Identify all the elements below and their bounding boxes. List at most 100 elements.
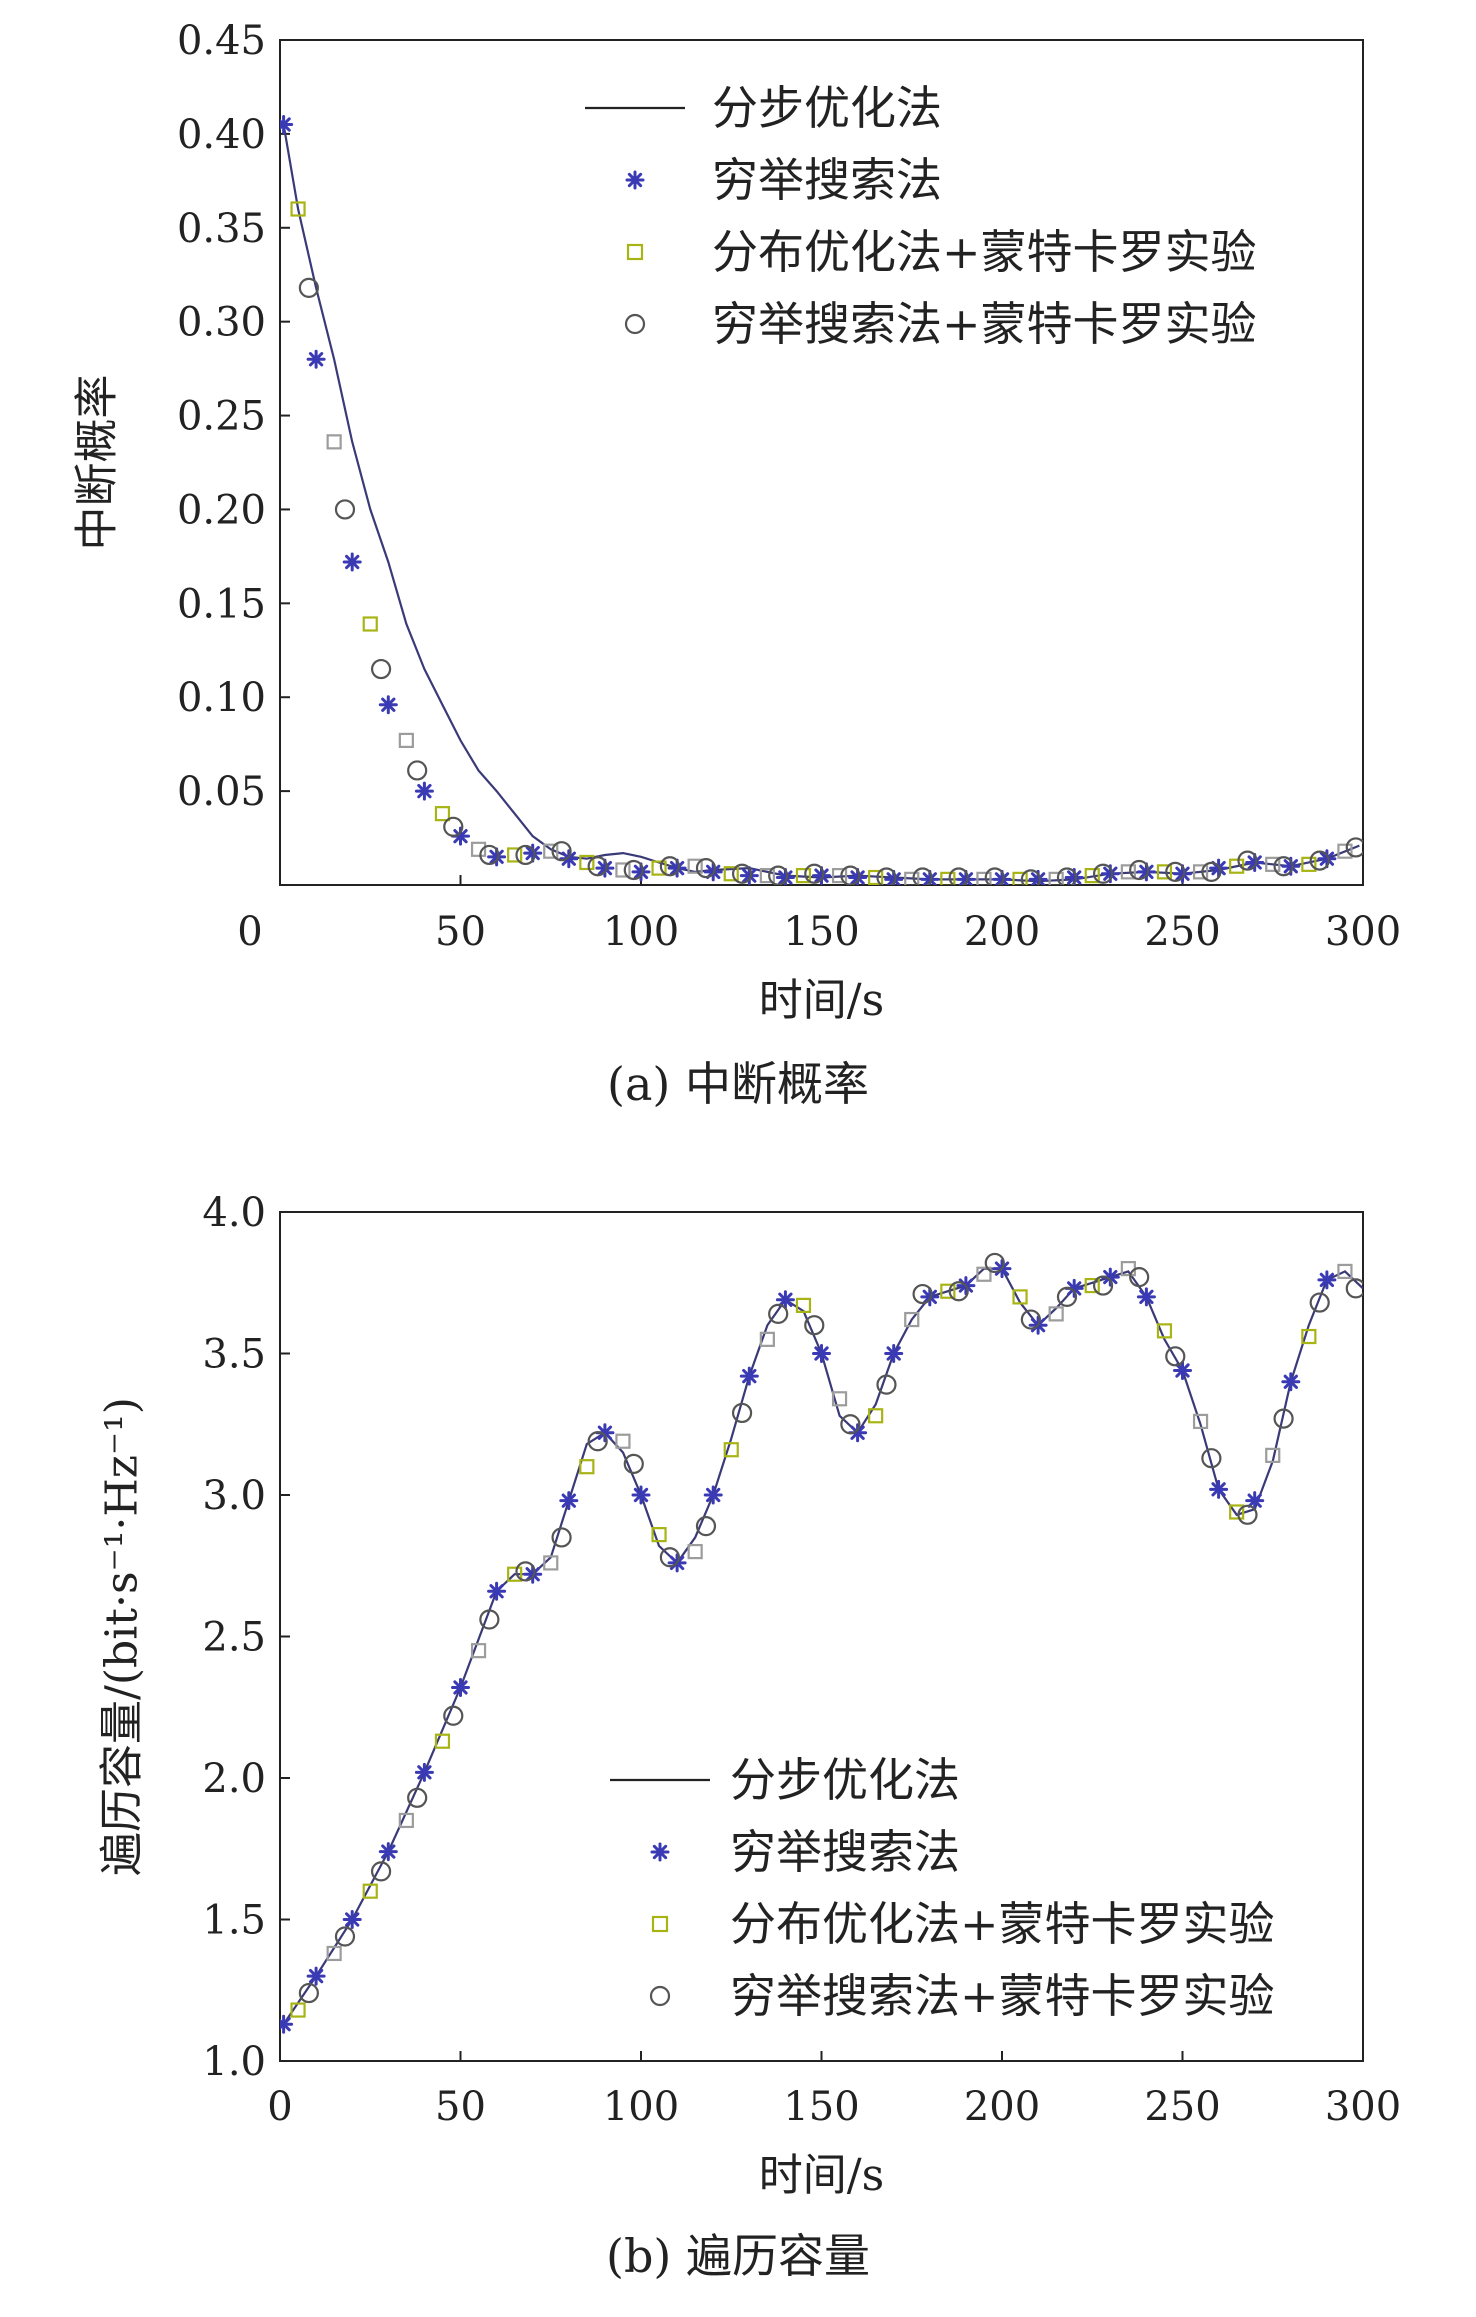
square-point: [651, 860, 667, 876]
square-point: [290, 201, 306, 217]
x-tick-label: 150: [783, 909, 859, 955]
circle-point: [804, 863, 825, 884]
circle-point: [1309, 1292, 1330, 1313]
circle-point: [551, 841, 572, 862]
star-point: [487, 1581, 507, 1601]
square-point: [1301, 856, 1317, 872]
circle-point: [298, 277, 319, 298]
square-point: [1337, 1263, 1353, 1280]
data-layer: [280, 115, 1363, 885]
star-point: [920, 1287, 940, 1307]
star-point: [812, 1344, 831, 1363]
star-point: [1317, 1270, 1337, 1290]
x-tick-label: 200: [964, 2084, 1040, 2130]
legend-item: 穷举搜索法+蒙特卡罗实验: [649, 1969, 1275, 2023]
star-point: [342, 552, 362, 572]
chart-b: 0 50 100 150 200 250 300 1.0 1.5 2.0 2.5 3.0 3.5 4.0 时…: [97, 1190, 1402, 2283]
circle-point: [1201, 861, 1222, 882]
y-tick-label: 0.10: [177, 675, 266, 721]
star-point: [703, 1485, 723, 1505]
y-tick-label: 2.0: [202, 1756, 266, 1802]
square-point: [1048, 871, 1064, 885]
star-point: [280, 2014, 294, 2034]
star-point: [414, 1762, 434, 1782]
circle-point: [768, 1303, 789, 1324]
star-point: [414, 781, 434, 801]
x-tick-label: 50: [435, 909, 486, 955]
circle-point: [695, 857, 717, 879]
star-point: [1136, 862, 1156, 882]
x-tick-label: 150: [783, 2084, 859, 2130]
square-point: [1156, 864, 1173, 880]
square-point: [795, 868, 812, 884]
square-point: [795, 1297, 812, 1313]
circle-point: [984, 867, 1005, 885]
circle-point: [984, 1252, 1005, 1274]
circle-point: [370, 1861, 392, 1882]
chart-caption: (a) 中断概率: [607, 1057, 869, 1111]
circle-point: [731, 863, 753, 884]
circle-point: [443, 816, 464, 837]
square-icon: [626, 243, 644, 261]
data-layer: [280, 1252, 1363, 2034]
star-point: [378, 695, 398, 715]
square-point: [1156, 1323, 1173, 1339]
x-tick-label: 200: [964, 909, 1040, 955]
star-point: [884, 1344, 904, 1363]
circle-point: [1020, 1309, 1041, 1330]
y-axis-label: 中断概率: [72, 375, 123, 551]
x-tick-label: 300: [1325, 909, 1401, 955]
legend-item: 穷举搜索法+蒙特卡罗实验: [624, 297, 1257, 351]
circle-point: [1345, 837, 1363, 858]
square-point: [976, 871, 992, 885]
square-point: [579, 1459, 595, 1475]
circle-point: [1056, 867, 1078, 885]
circle-point: [515, 844, 536, 866]
star-point: [1209, 1479, 1229, 1499]
legend-label: 穷举搜索法: [730, 1825, 960, 1879]
x-tick-label: 0: [267, 2084, 292, 2130]
star-point: [739, 1366, 759, 1386]
square-point: [470, 1643, 487, 1659]
square-point: [1337, 843, 1353, 859]
legend-label: 分步优化法: [730, 1753, 960, 1807]
square-point: [1192, 864, 1209, 880]
x-tick-label: 250: [1144, 909, 1220, 955]
legend-item: 分布优化法+蒙特卡罗实验: [651, 1897, 1275, 1951]
x-tick-label: 50: [435, 2084, 486, 2130]
circle-point: [948, 867, 969, 885]
square-point: [579, 854, 595, 871]
star-point: [559, 849, 579, 869]
legend-label: 穷举搜索法+蒙特卡罗实验: [730, 1969, 1275, 2023]
square-point: [543, 1555, 559, 1571]
square-point: [290, 2002, 306, 2018]
square-point: [723, 1442, 739, 1458]
circle-point: [370, 658, 392, 680]
circle-point: [1129, 1266, 1150, 1288]
square-point: [759, 1331, 775, 1347]
legend-label: 分步优化法: [712, 81, 942, 135]
legend-item: 分步优化法: [610, 1753, 960, 1807]
square-point: [543, 843, 559, 859]
circle-point: [479, 844, 500, 866]
legend-label: 分布优化法+蒙特卡罗实验: [730, 1897, 1275, 1951]
square-point: [615, 1433, 631, 1449]
y-tick-label: 1.5: [202, 1898, 266, 1944]
circle-point: [623, 859, 644, 881]
star-point: [1245, 1491, 1265, 1511]
circle-point: [948, 1281, 969, 1302]
square-point: [904, 871, 920, 885]
square-point: [651, 1527, 667, 1543]
star-point: [306, 1966, 326, 1986]
square-point: [326, 1945, 342, 1962]
square-point: [868, 869, 884, 885]
y-tick-label: 3.5: [202, 1332, 266, 1378]
square-point: [398, 732, 414, 749]
circle-point: [912, 1283, 933, 1305]
circle-point: [334, 1926, 356, 1947]
square-point: [687, 1543, 703, 1560]
y-tick-label: 4.0: [202, 1190, 266, 1236]
circle-point: [840, 1414, 861, 1435]
circle-point: [695, 1516, 717, 1537]
